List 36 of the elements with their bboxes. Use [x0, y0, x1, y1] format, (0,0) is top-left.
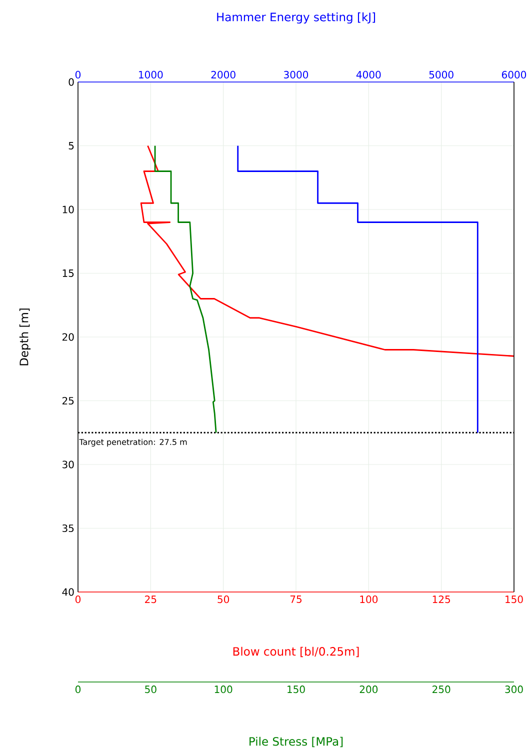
y-tick-label: 5 [68, 142, 74, 150]
x-tick-label: 75 [290, 596, 302, 603]
x-tick-label: 25 [145, 596, 156, 604]
x-tick-label: 100 [214, 686, 232, 694]
x2-tick-label: 4000 [356, 70, 381, 78]
x-tick-label: 125 [432, 596, 450, 604]
x-tick-label: 300 [505, 686, 523, 694]
y-tick-label: 40 [62, 588, 74, 596]
y-axis-title: Depth [m] [19, 308, 31, 366]
y-tick-label: 25 [62, 396, 74, 405]
y-tick-label: 35 [62, 524, 74, 532]
x-tick-label: 100 [360, 596, 378, 604]
y-tick-label: 10 [62, 206, 74, 214]
y-tick-label: 20 [62, 333, 74, 341]
x-tick-label: 150 [506, 596, 523, 604]
ref-line-label: Target penetration: 27.5 m [79, 438, 187, 447]
x2-tick-label: 3000 [284, 70, 308, 78]
y-tick-label: 15 [62, 270, 74, 277]
x-axis-title: Pile Stress [MPa] [250, 736, 343, 748]
x2-tick-label: 0 [75, 70, 81, 78]
x2-tick-label: 6000 [502, 70, 526, 78]
x2-axis-title: Hammer Energy setting [kJ] [217, 12, 376, 24]
x-tick-label: 0 [75, 596, 81, 604]
x2-tick-label: 1000 [139, 70, 163, 78]
x2-tick-label: 2000 [211, 70, 236, 78]
x2-tick-label: 5000 [429, 70, 454, 78]
x-tick-label: 50 [218, 596, 230, 604]
y-tick-label: 0 [68, 78, 74, 86]
x-axis-title: Blow count [bl/0.25m] [233, 646, 359, 658]
line-series [140, 145, 514, 357]
x-tick-label: 0 [75, 686, 81, 694]
x-tick-label: 200 [360, 686, 378, 694]
y-tick-label: 30 [62, 460, 74, 468]
x-tick-label: 50 [145, 686, 156, 694]
x-tick-label: 150 [288, 686, 305, 694]
x-tick-label: 250 [432, 686, 450, 694]
